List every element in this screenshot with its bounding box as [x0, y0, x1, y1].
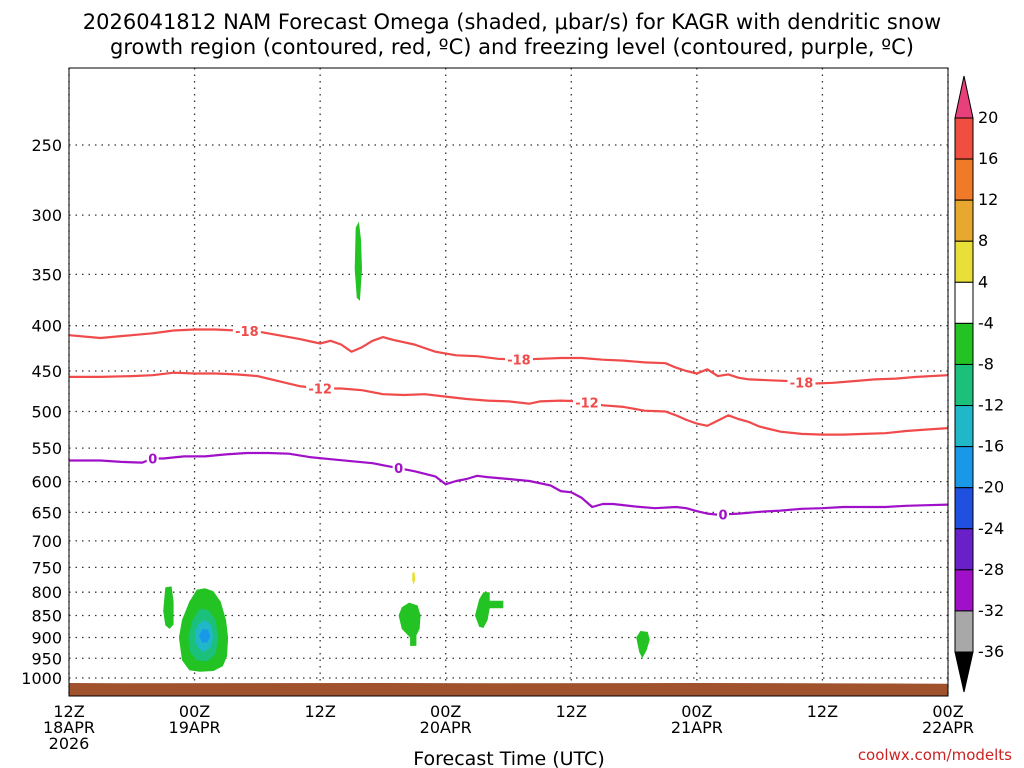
contour-zero-line [69, 451, 948, 516]
x-tick-label: 20APR [420, 718, 472, 737]
contour-zero-label: 0 [394, 462, 403, 477]
credit-text: coolwx.com/modelts [858, 746, 1012, 764]
colorbar-label: 8 [978, 231, 988, 250]
contour-zero-label: 0 [718, 508, 727, 523]
x-axis-label: Forecast Time (UTC) [413, 748, 604, 768]
y-tick-label: 850 [31, 607, 62, 626]
y-tick-label: 350 [31, 265, 62, 284]
y-tick-label: 750 [31, 558, 62, 577]
colorbar-band [954, 322, 974, 365]
x-tick-label: 00Z [179, 702, 210, 721]
chart-title-line-1: 2026041812 NAM Forecast Omega (shaded, μ… [83, 10, 941, 34]
colorbar-band [954, 528, 974, 571]
colorbar: 20 16 12 8 4 -4 -8 -12 -16 -20 -24 -28 -32 -36 [954, 75, 1004, 693]
contour-minus18-label-bg [504, 352, 533, 367]
contour-zero-label: 0 [148, 452, 157, 467]
colorbar-band [954, 281, 974, 324]
colorbar-band [954, 405, 974, 448]
omega-region-5 [198, 628, 211, 643]
colorbar-label: -28 [978, 560, 1004, 579]
omega-region-7 [398, 602, 421, 646]
colorbar-label: -4 [978, 313, 994, 332]
contour-zero-label-bg [717, 507, 730, 522]
colorbar-band [954, 487, 974, 530]
colorbar-label: 16 [978, 149, 998, 168]
x-tick-label: 00Z [430, 702, 461, 721]
colorbar-band [954, 363, 974, 407]
omega-region-9 [475, 592, 504, 628]
colorbar-label: -12 [978, 396, 1004, 415]
contour-minus12-label: -12 [575, 396, 599, 411]
y-tick-label: 600 [31, 473, 62, 492]
omega-region-10 [636, 631, 650, 659]
contour-minus18-label: -18 [790, 376, 814, 391]
colorbar-band [954, 117, 974, 160]
colorbar-label: 20 [978, 108, 998, 127]
ground-surface [69, 683, 948, 696]
y-tick-label: 500 [31, 403, 62, 422]
colorbar-label: -16 [978, 437, 1004, 456]
contour-minus18-label-bg [787, 375, 816, 390]
colorbar-band [954, 199, 974, 242]
colorbar-label: -24 [978, 519, 1004, 538]
y-tick-label: 800 [31, 583, 62, 602]
contour-minus12-label-bg [306, 381, 335, 396]
y-tick-label: 1000 [21, 669, 62, 688]
contour-minus18-label-bg [232, 323, 261, 338]
colorbar-band [954, 569, 974, 612]
contour-minus18-label: -18 [235, 325, 259, 340]
y-tick-label: 400 [31, 317, 62, 336]
x-tick-label: 12Z [807, 702, 838, 721]
colorbar-label: -8 [978, 354, 994, 373]
colorbar-band [954, 610, 974, 653]
colorbar-top-arrow [954, 75, 974, 119]
colorbar-band [954, 158, 974, 201]
contour-minus12-label: -12 [308, 383, 332, 398]
y-tick-label: 300 [31, 206, 62, 225]
contour-zero-label-bg [146, 451, 159, 466]
y-tick-label: 550 [31, 439, 62, 458]
contour-minus18-label: -18 [507, 354, 531, 369]
chart-title-line-2: growth region (contoured, red, ºC) and f… [110, 35, 914, 59]
x-tick-label: 00Z [681, 702, 712, 721]
x-tick-label: 12Z [556, 702, 587, 721]
colorbar-bottom-arrow [954, 651, 974, 693]
x-tick-label: 22APR [922, 718, 974, 737]
colorbar-label: -36 [978, 642, 1004, 661]
omega-shading [163, 221, 650, 672]
x-tick-label: 2026 [49, 734, 90, 753]
y-tick-label: 250 [31, 136, 62, 155]
ground-surface-layer [69, 683, 948, 696]
y-tick-label: 950 [31, 649, 62, 668]
omega-region-8 [412, 571, 416, 585]
x-tick-label: 21APR [671, 718, 723, 737]
colorbar-band [954, 240, 974, 283]
colorbar-label: 4 [978, 272, 988, 291]
contour-minus12-line [69, 371, 948, 436]
colorbar-label: -32 [978, 601, 1004, 620]
y-tick-label: 450 [31, 362, 62, 381]
omega-region-1 [163, 586, 174, 629]
y-tick-label: 900 [31, 628, 62, 647]
y-tick-label: 650 [31, 503, 62, 522]
colorbar-label: -20 [978, 478, 1004, 497]
plot-frame [68, 67, 949, 697]
x-tick-label: 18APR [43, 718, 95, 737]
omega-region-6 [354, 221, 362, 301]
x-tick-label: 12Z [53, 702, 84, 721]
x-tick-label: 00Z [932, 702, 963, 721]
colorbar-band [954, 446, 974, 489]
x-tick-label: 19APR [169, 718, 221, 737]
colorbar-label: 12 [978, 190, 998, 209]
contour-zero-label-bg [392, 461, 405, 476]
y-tick-label: 700 [31, 532, 62, 551]
temperature-contours: -18 -18 -18 -12 -12 0 0 0 [69, 323, 948, 523]
pressure-axis: 250 300 350 400 450 500 550 600 650 700 750 800 850 9… [21, 136, 62, 688]
x-tick-label: 12Z [304, 702, 335, 721]
contour-minus12-label-bg [572, 395, 601, 410]
